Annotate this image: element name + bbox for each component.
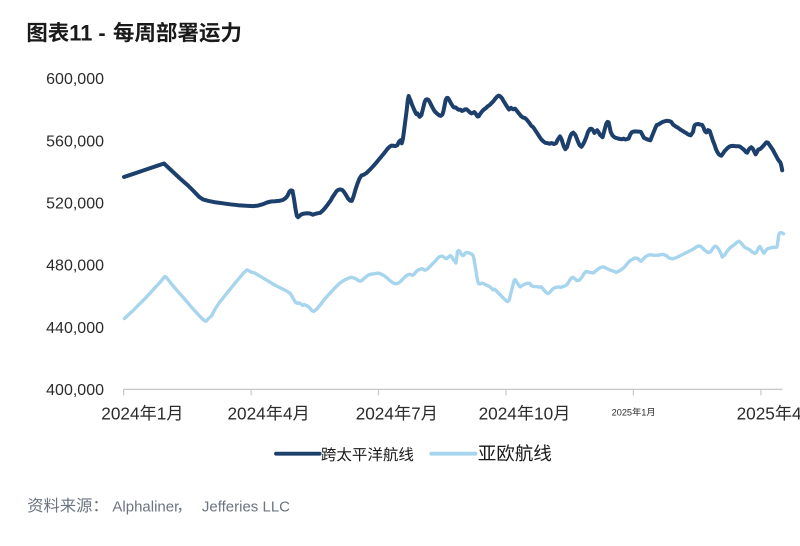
svg-text:1: 1 <box>641 407 646 417</box>
svg-text:2024: 2024 <box>356 403 395 423</box>
svg-text:10: 10 <box>534 403 553 423</box>
svg-text:560,000: 560,000 <box>46 133 104 150</box>
svg-text:7: 7 <box>411 403 421 423</box>
svg-text:2024: 2024 <box>479 403 518 423</box>
svg-text:4: 4 <box>283 403 293 423</box>
svg-text:600,000: 600,000 <box>46 71 104 88</box>
svg-text:2024: 2024 <box>101 403 140 423</box>
svg-text:440,000: 440,000 <box>46 320 104 337</box>
svg-text:520,000: 520,000 <box>46 196 104 213</box>
svg-text:2024: 2024 <box>228 403 267 423</box>
svg-text:4: 4 <box>792 403 800 423</box>
svg-text:1: 1 <box>157 403 167 423</box>
svg-text:11 -: 11 - <box>69 20 111 45</box>
svg-text:480,000: 480,000 <box>46 258 104 275</box>
svg-text:2025: 2025 <box>737 403 775 423</box>
svg-text:400,000: 400,000 <box>46 382 104 399</box>
svg-text:Alphaliner: Alphaliner <box>112 498 179 515</box>
svg-text:Jefferies LLC: Jefferies LLC <box>202 498 290 515</box>
svg-text:2025: 2025 <box>612 407 632 417</box>
